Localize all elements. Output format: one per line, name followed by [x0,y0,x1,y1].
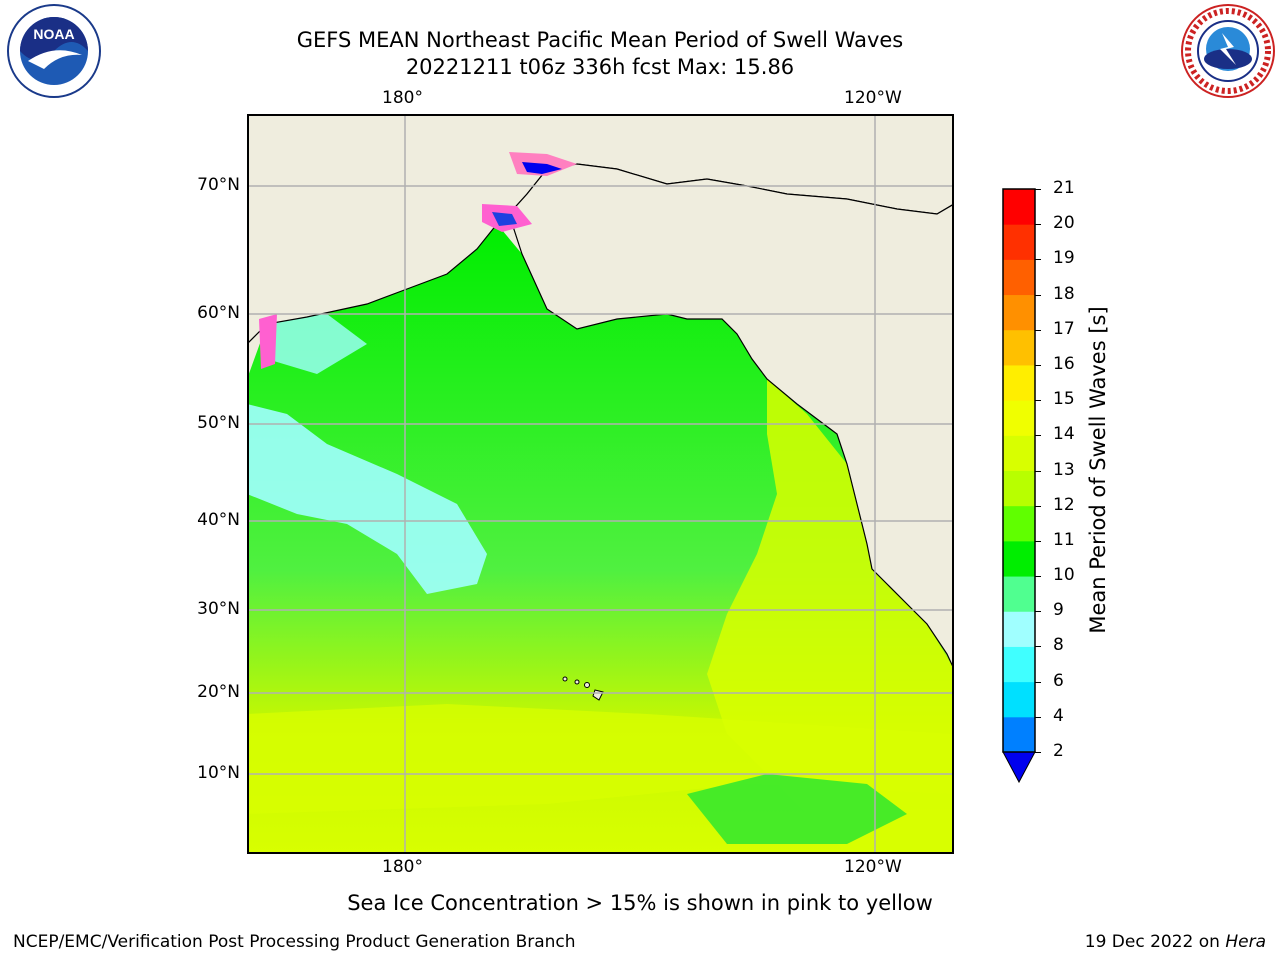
lat-label-10n: 10°N [197,763,240,783]
colorbar-tick-label: 19 [1053,248,1075,269]
colorbar-tick-mark [1035,681,1041,683]
colorbar-tick-mark [1035,294,1041,296]
colorbar-tick-mark [1035,611,1041,613]
sea-ice-caption: Sea Ice Concentration > 15% is shown in … [347,891,933,915]
footer-system: Hera [1225,932,1266,952]
colorbar-tick-label: 12 [1053,494,1075,515]
lat-label-60n: 60°N [197,303,240,323]
colorbar-tick-mark [1035,259,1041,261]
colorbar-segment [1003,435,1035,471]
nws-logo [1181,4,1275,98]
colorbar-segment [1003,611,1035,647]
colorbar-tick-label: 21 [1053,178,1075,198]
colorbar-tick-label: 11 [1053,529,1075,550]
footer-date: 19 Dec 2022 on Hera [1085,932,1266,952]
lat-label-70n: 70°N [197,175,240,195]
lat-label-30n: 30°N [197,599,240,619]
colorbar-segment [1003,681,1035,718]
colorbar-segment [1003,646,1035,683]
footer-date-text: 19 Dec 2022 on [1084,932,1220,952]
sea-ice-west [259,314,277,369]
colorbar-tick-mark [1035,470,1041,472]
short-swell-north [267,314,367,374]
colorbar-segment [1003,505,1035,542]
lon-label-top-120w: 120°W [844,88,902,108]
colorbar-segment [1003,329,1035,366]
sea-ice-norton-core [492,212,517,226]
colorbar-segment [1003,400,1035,436]
southern-green-patch [687,774,907,844]
bering-coast [508,163,954,670]
colorbar-label: Mean Period of Swell Waves [s] [1086,306,1110,634]
colorbar-segment [1003,540,1035,577]
map-panel [247,114,954,854]
colorbar-tick-mark [1035,364,1041,366]
graticule [247,114,954,854]
swell-period-map [247,114,954,854]
colorbar-tick-mark [1035,576,1041,578]
colorbar-tick-mark [1035,435,1041,437]
colorbar-tick-label: 4 [1053,705,1064,726]
colorbar-tick-label: 9 [1053,600,1064,621]
colorbar-tick-label: 14 [1053,424,1075,445]
chart-subtitle: 20221211 t06z 336h fcst Max: 15.86 [405,55,795,79]
colorbar-tick-mark [1035,716,1041,718]
colorbar-tick-label: 6 [1053,670,1064,691]
colorbar-tick-label: 15 [1053,389,1075,410]
southern-yellow-band [247,704,954,814]
colorbar-tick-label: 10 [1053,565,1075,586]
colorbar-segment [1003,470,1035,507]
lat-label-20n: 20°N [197,682,240,702]
colorbar-tick-mark [1035,540,1041,542]
colorbar-tick-label: 16 [1053,353,1075,374]
lat-label-40n: 40°N [197,510,240,530]
colorbar-tick-mark [1035,752,1041,753]
colorbar-tick-mark [1035,189,1041,190]
colorbar-tick-label: 17 [1053,318,1075,339]
colorbar-tick-mark [1035,646,1041,648]
colorbar-segment [1003,716,1035,753]
short-swell-region [247,404,487,594]
colorbar-tick-label: 18 [1053,283,1075,304]
colorbar-tick-label: 2 [1053,741,1064,761]
colorbar-segment [1003,189,1035,225]
lat-label-50n: 50°N [197,413,240,433]
chart-title: GEFS MEAN Northeast Pacific Mean Period … [296,28,904,52]
colorbar-tick-mark [1035,329,1041,331]
lon-label-bottom-120w: 120°W [844,857,902,877]
colorbar-tick-mark [1035,224,1041,226]
colorbar-tick-mark [1035,400,1041,402]
colorbar-segment [1003,294,1035,331]
colorbar-tick-label: 8 [1053,635,1064,656]
colorbar-tick-label: 13 [1053,459,1075,480]
colorbar-segment [1003,259,1035,296]
colorbar [1002,188,1036,784]
noaa-logo-text: NOAA [33,26,74,42]
colorbar-tick-mark [1035,505,1041,507]
sea-ice-core [522,162,562,174]
colorbar-segment [1003,576,1035,612]
colorbar-segment [1003,364,1035,401]
colorbar-tick-label: 20 [1053,213,1075,234]
footer-organization: NCEP/EMC/Verification Post Processing Pr… [13,932,576,952]
lon-label-top-180: 180° [382,88,423,108]
lon-label-bottom-180: 180° [382,857,423,877]
noaa-logo: NOAA [7,4,101,98]
colorbar-segment [1003,224,1035,260]
colorbar-extend-triangle [1002,751,1036,784]
